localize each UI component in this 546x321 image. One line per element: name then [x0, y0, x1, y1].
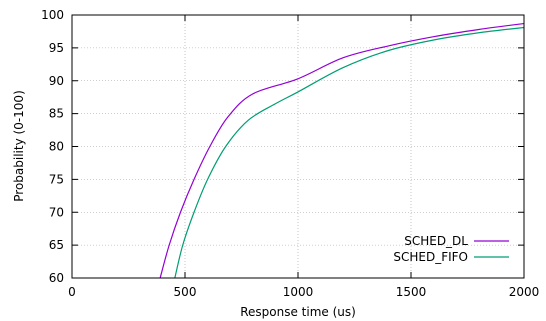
plot-frame: [71, 14, 525, 279]
y-tick-label: 90: [49, 74, 64, 88]
x-axis-title: Response time (us): [240, 305, 356, 319]
legend: SCHED_DL SCHED_FIFO: [393, 234, 509, 264]
y-tick-label: 80: [49, 140, 64, 154]
y-tick-label: 65: [49, 238, 64, 252]
y-tick-label: 85: [49, 107, 64, 121]
legend-label: SCHED_DL: [404, 234, 468, 248]
x-tick-label: 0: [68, 285, 76, 299]
y-tick-label: 95: [49, 41, 64, 55]
y-tick-label: 70: [49, 205, 64, 219]
y-tick-label: 100: [41, 8, 64, 22]
x-tick-label: 2000: [509, 285, 540, 299]
y-axis-title: Probability (0-100): [12, 90, 26, 201]
grid: [72, 15, 524, 278]
series-line-sched-fifo: [174, 26, 525, 279]
x-tick-label: 1500: [396, 285, 427, 299]
series-lines: [159, 22, 525, 279]
series-line-sched-dl: [159, 22, 525, 279]
y-tick-label: 75: [49, 172, 64, 186]
legend-label: SCHED_FIFO: [393, 250, 468, 264]
y-tick-label: 60: [49, 271, 64, 285]
x-tick-label: 500: [174, 285, 197, 299]
x-tick-label: 1000: [283, 285, 314, 299]
